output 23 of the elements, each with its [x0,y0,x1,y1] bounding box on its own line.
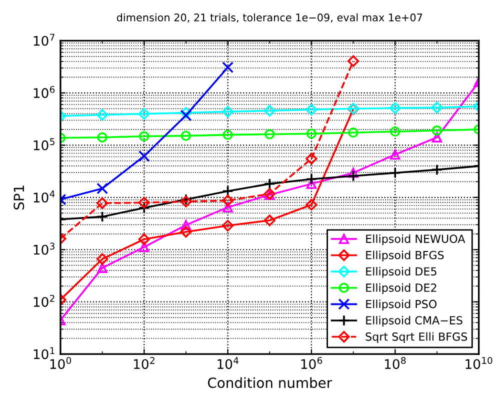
y-tick-label: 10$^{5}$ [34,138,54,150]
legend-label: Ellipsoid BFGS [366,250,444,262]
legend-label: Ellipsoid DE2 [366,283,436,294]
x-axis-title: Condition number [208,377,332,388]
y-tick-label: 10$^{4}$ [34,190,55,203]
y-tick-label: 10$^{7}$ [34,34,54,46]
y-tick-label: 10$^{6}$ [34,86,55,98]
y-tick-label: 10$^{1}$ [34,347,54,360]
x-tick-label: 10$^{0}$ [50,356,72,370]
y-tick-label: 10$^{2}$ [34,294,54,307]
chart-title: dimension 20, 21 trials, tolerance 1e−09, eval max 1e+07 [116,13,422,22]
x-tick-label: 10$^{8}$ [384,356,406,370]
x-tick-label: 10$^{4}$ [218,357,238,370]
x-tick-label: 10$^{2}$ [134,356,154,370]
legend-label: Sqrt Sqrt Elli BFGS [366,332,468,343]
x-tick-label: 10$^{6}$ [301,356,322,370]
x-tick-label: 10$^{10}$ [466,356,492,370]
legend-label: Ellipsoid CMA−ES [366,316,462,327]
y-tick-label: 10$^{3}$ [34,242,54,255]
legend-label: Ellipsoid PSO [366,300,437,310]
y-axis-title: SP1 [14,186,24,210]
legend-label: Ellipsoid DE5 [366,266,436,278]
legend-label: Ellipsoid NEWUOA [366,234,466,246]
